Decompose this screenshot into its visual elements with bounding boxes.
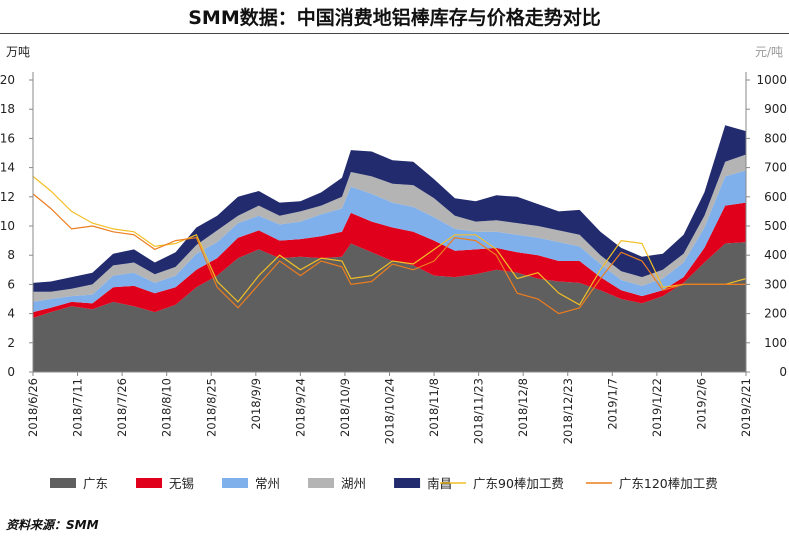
right-tick-label: 0 [779, 365, 787, 379]
right-tick-label: 900 [764, 102, 787, 116]
x-tick-label: 2018/10/9 [338, 378, 352, 437]
left-unit-label: 万吨 [6, 45, 30, 59]
x-tick-label: 2018/7/11 [71, 378, 85, 437]
x-tick-label: 2018/11/23 [472, 378, 486, 444]
left-tick-label: 8 [7, 248, 15, 262]
right-tick-label: 700 [764, 161, 787, 175]
source-note: 资料来源：SMM [6, 518, 99, 532]
area-series-广东 [33, 242, 746, 372]
left-tick-label: 20 [0, 73, 15, 87]
legend-label-广东: 广东 [83, 476, 108, 491]
right-tick-label: 100 [764, 336, 787, 350]
x-tick-label: 2018/9/9 [249, 378, 263, 430]
x-tick-label: 2018/9/24 [293, 378, 307, 437]
legend-swatch-常州 [222, 478, 249, 488]
x-tick-label: 2019/1/22 [650, 378, 664, 437]
chart-title-bar: SMM数据：中国消费地铝棒库存与价格走势对比 [0, 0, 789, 32]
right-tick-label: 400 [764, 248, 787, 262]
title-divider [0, 33, 789, 34]
left-tick-label: 6 [7, 277, 15, 291]
x-tick-label: 2019/2/6 [694, 378, 708, 430]
left-tick-label: 18 [0, 102, 15, 116]
x-tick-label: 2018/11/8 [427, 378, 441, 437]
legend-label-无锡: 无锡 [169, 476, 194, 491]
left-tick-label: 0 [7, 365, 15, 379]
legend-label-湖州: 湖州 [341, 476, 366, 491]
right-unit-label: 元/吨 [755, 45, 783, 59]
legend-swatch-无锡 [136, 478, 163, 488]
left-tick-label: 2 [7, 336, 15, 350]
x-tick-label: 2018/6/26 [26, 378, 40, 437]
line-series-广东90棒加工费 [32, 175, 747, 306]
legend-label-广东90棒加工费: 广东90棒加工费 [473, 476, 564, 491]
legend-swatch-南昌 [394, 478, 421, 488]
left-tick-label: 10 [0, 219, 15, 233]
x-tick-label: 2018/8/25 [204, 378, 218, 437]
x-tick-label: 2018/8/10 [160, 378, 174, 437]
right-tick-label: 500 [764, 219, 787, 233]
x-tick-label: 2018/7/26 [115, 378, 129, 437]
left-tick-label: 12 [0, 190, 15, 204]
right-tick-label: 800 [764, 131, 787, 145]
legend-label-广东120棒加工费: 广东120棒加工费 [619, 476, 718, 491]
legend-label-常州: 常州 [255, 476, 280, 491]
area-series-湖州 [33, 154, 746, 302]
legend-swatch-广东 [50, 478, 76, 488]
left-tick-label: 4 [7, 307, 15, 321]
right-tick-label: 600 [764, 190, 787, 204]
x-tick-label: 2019/1/7 [605, 378, 619, 430]
chart-title: SMM数据：中国消费地铝棒库存与价格走势对比 [188, 6, 601, 29]
legend-swatch-湖州 [308, 478, 335, 488]
left-tick-label: 14 [0, 161, 15, 175]
legend-label-南昌: 南昌 [427, 476, 452, 491]
line-series-广东120棒加工费 [32, 193, 746, 315]
stacked-area-chart: 万吨 元/吨02468101214161820010020030040050060… [0, 45, 787, 491]
x-tick-label: 2019/2/21 [739, 378, 753, 437]
right-tick-label: 200 [764, 307, 787, 321]
x-tick-label: 2018/10/24 [383, 378, 397, 444]
left-tick-label: 16 [0, 131, 15, 145]
right-tick-label: 1000 [756, 73, 787, 87]
x-tick-label: 2018/12/23 [561, 378, 575, 444]
right-tick-label: 300 [764, 277, 787, 291]
x-tick-label: 2018/12/8 [516, 378, 530, 437]
